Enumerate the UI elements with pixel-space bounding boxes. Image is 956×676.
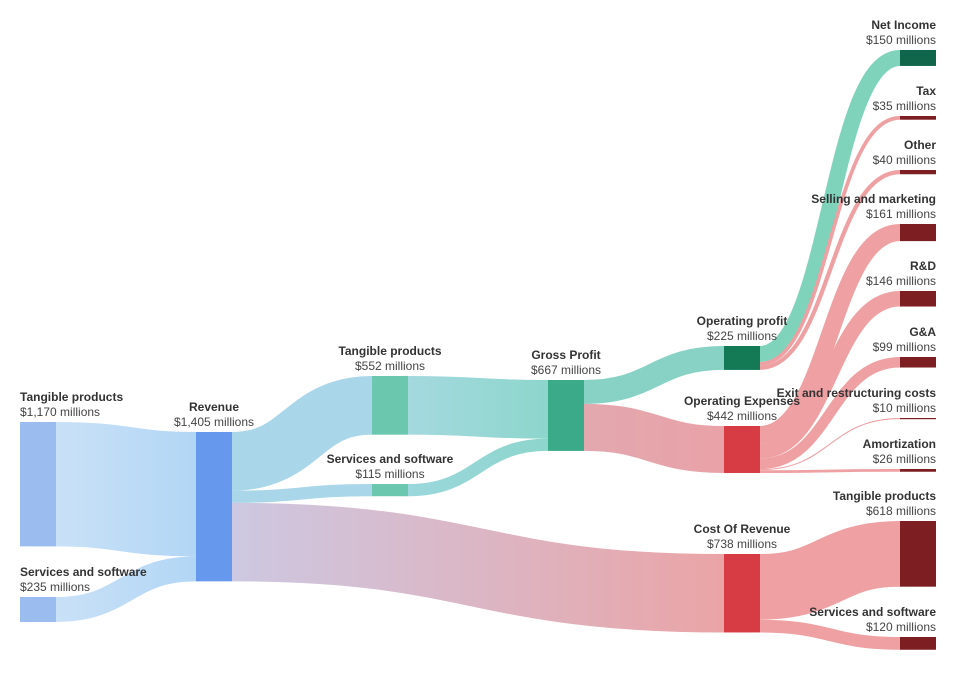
node-amort <box>900 469 936 472</box>
node-net_income <box>900 50 936 66</box>
node-label-gross_profit: Gross Profit <box>531 348 600 362</box>
link-revenue-to-gp_services <box>231 483 373 503</box>
sankey-links <box>55 50 902 650</box>
node-label-net_income: Net Income <box>871 18 936 32</box>
link-op_profit-to-tax <box>759 115 901 366</box>
node-cor_services <box>900 637 936 650</box>
link-op_expenses-to-gna <box>759 357 901 470</box>
node-value-amort: $26 millions <box>873 452 936 466</box>
node-op_profit <box>724 346 760 370</box>
node-value-gna: $99 millions <box>873 340 936 354</box>
node-gp_tangible <box>372 376 408 435</box>
node-label-cost_revenue: Cost Of Revenue <box>694 522 791 536</box>
node-cost_revenue <box>724 554 760 633</box>
node-label-rnd: R&D <box>910 259 936 273</box>
link-cost_revenue-to-cor_tangible <box>759 521 901 620</box>
node-value-cor_tangible: $618 millions <box>866 504 936 518</box>
node-tax <box>900 116 936 120</box>
link-revenue-to-cost_revenue <box>231 502 725 633</box>
node-value-src_tangible: $1,170 millions <box>20 405 100 419</box>
node-revenue <box>196 432 232 582</box>
node-gp_services <box>372 484 408 497</box>
node-label-selling: Selling and marketing <box>811 192 936 206</box>
node-value-other: $40 millions <box>873 153 936 167</box>
node-label-tax: Tax <box>916 84 936 98</box>
node-value-rnd: $146 millions <box>866 274 936 288</box>
link-op_profit-to-other <box>759 170 901 370</box>
link-op_expenses-to-rnd <box>759 291 901 459</box>
node-label-exit: Exit and restructuring costs <box>777 386 937 400</box>
node-op_expenses <box>724 426 760 473</box>
node-other <box>900 170 936 175</box>
node-value-gp_services: $115 millions <box>355 467 424 481</box>
node-gna <box>900 357 936 368</box>
sankey-labels: Tangible products$1,170 millionsServices… <box>20 18 936 634</box>
node-label-cor_tangible: Tangible products <box>833 489 936 503</box>
node-src_tangible <box>20 422 56 547</box>
node-label-revenue: Revenue <box>189 400 239 414</box>
node-gross_profit <box>548 380 584 451</box>
node-value-op_expenses: $442 millions <box>707 409 777 423</box>
node-value-src_services: $235 millions <box>20 580 90 594</box>
node-src_services <box>20 597 56 622</box>
link-src_services-to-revenue <box>55 556 197 622</box>
node-value-selling: $161 millions <box>866 207 936 221</box>
node-label-gp_services: Services and software <box>327 452 454 466</box>
node-value-revenue: $1,405 millions <box>174 415 254 429</box>
node-label-amort: Amortization <box>863 437 936 451</box>
node-label-src_services: Services and software <box>20 565 147 579</box>
link-op_expenses-to-selling <box>758 223 902 444</box>
node-cor_tangible <box>900 521 936 587</box>
node-label-gna: G&A <box>909 325 936 339</box>
node-value-tax: $35 millions <box>873 99 936 113</box>
node-value-op_profit: $225 millions <box>707 329 777 343</box>
link-src_tangible-to-revenue <box>55 421 197 557</box>
link-gross_profit-to-op_expenses <box>583 403 725 473</box>
node-value-net_income: $150 millions <box>866 33 936 47</box>
node-value-cost_revenue: $738 millions <box>707 537 777 551</box>
link-cost_revenue-to-cor_services <box>759 619 901 650</box>
link-op_expenses-to-amort <box>759 469 901 473</box>
node-value-exit: $10 millions <box>873 401 936 415</box>
node-value-gp_tangible: $552 millions <box>355 359 425 373</box>
sankey-nodes <box>20 50 936 650</box>
link-revenue-to-gp_tangible <box>230 376 374 491</box>
node-rnd <box>900 291 936 307</box>
node-label-other: Other <box>904 138 936 152</box>
node-label-op_expenses: Operating Expenses <box>684 394 800 408</box>
node-label-op_profit: Operating profit <box>697 314 788 328</box>
node-value-cor_services: $120 millions <box>866 620 936 634</box>
link-gp_services-to-gross_profit <box>407 438 549 497</box>
node-label-cor_services: Services and software <box>809 605 936 619</box>
link-op_profit-to-net_income <box>758 50 902 362</box>
link-gp_tangible-to-gross_profit <box>407 376 549 439</box>
node-exit <box>900 418 936 420</box>
node-label-gp_tangible: Tangible products <box>338 344 441 358</box>
link-op_expenses-to-exit <box>759 417 901 471</box>
node-label-src_tangible: Tangible products <box>20 390 123 404</box>
node-value-gross_profit: $667 millions <box>531 363 601 377</box>
node-selling <box>900 224 936 242</box>
link-gross_profit-to-op_profit <box>583 346 725 404</box>
